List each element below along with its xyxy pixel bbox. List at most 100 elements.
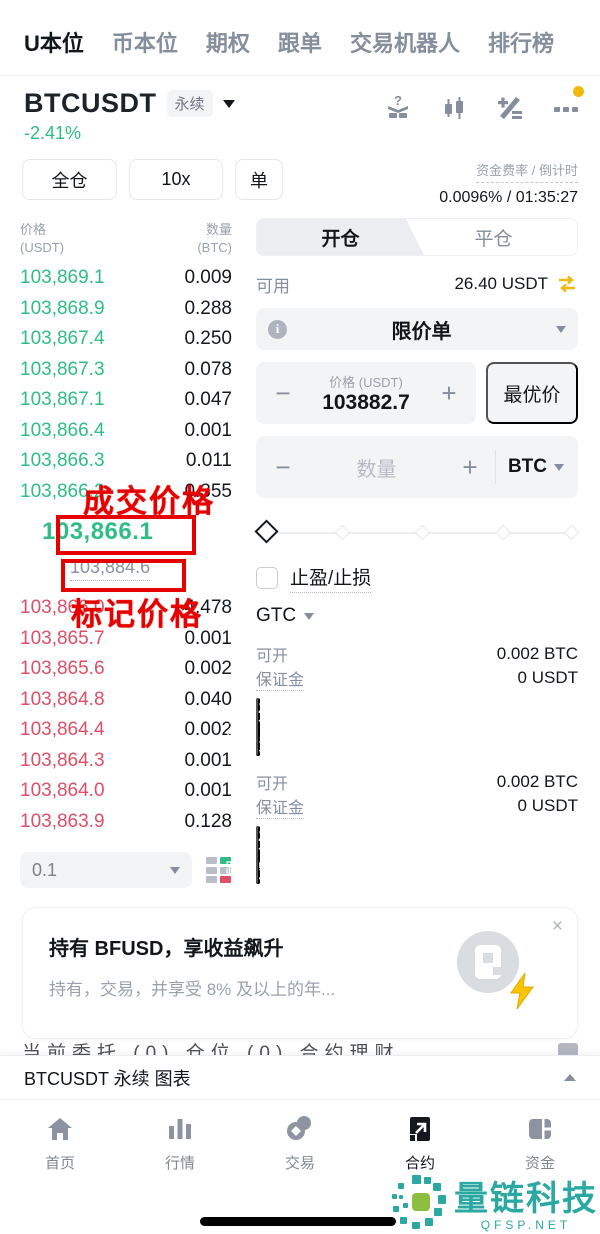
contract-type-badge: 永续: [166, 90, 213, 117]
short-margin-label[interactable]: 保证金: [256, 794, 305, 819]
top-nav: U本位 币本位 期权 跟单 交易机器人 排行榜: [0, 0, 600, 76]
chevron-down-icon: [556, 325, 566, 333]
tpsl-checkbox[interactable]: [256, 567, 278, 589]
ask-row[interactable]: 103,866.3 0.011: [20, 450, 232, 472]
unit-select[interactable]: BTC: [508, 456, 564, 478]
bfusd-banner[interactable]: 持有 BFUSD，享收益飙升 持有，交易，并享受 8% 及以上的年... ×: [22, 907, 578, 1039]
order-panel: 开仓 平仓 可用 26.40 USDT i 限价单 − 价格 (U: [225, 215, 600, 895]
tab-coin-m[interactable]: 币本位: [111, 31, 178, 56]
info-icon[interactable]: i: [268, 319, 287, 339]
tab-options[interactable]: 期权: [205, 31, 250, 56]
ask-row[interactable]: 103,866.2 0.355: [20, 480, 232, 502]
chevron-down-icon: [554, 463, 564, 471]
best-price-button[interactable]: 最优价: [486, 362, 578, 424]
nav-futures[interactable]: 合约: [360, 1114, 480, 1191]
tpsl-label[interactable]: 止盈/止损: [290, 563, 372, 593]
short-margin-value: 0 USDT: [517, 796, 578, 815]
bfusd-logo-icon: [457, 931, 519, 993]
amount-input[interactable]: − 数量 + BTC: [256, 436, 578, 498]
banner-subtitle: 持有，交易，并享受 8% 及以上的年...: [49, 980, 336, 999]
tif-select[interactable]: GTC: [256, 602, 578, 630]
nav-markets[interactable]: 行情: [120, 1114, 240, 1191]
slider-step-25[interactable]: [334, 524, 350, 541]
candlestick-chart-icon[interactable]: [440, 94, 468, 122]
amount-placeholder[interactable]: 数量: [356, 458, 397, 481]
amount-decrease-button[interactable]: −: [275, 452, 291, 482]
order-type-value: 限价单: [391, 320, 452, 343]
orderbook-layout-icon[interactable]: [206, 857, 232, 883]
annotation-box-mark-price: [61, 559, 186, 592]
annotation-box-last-price: [56, 515, 196, 555]
price-increase-button[interactable]: +: [441, 378, 457, 408]
nav-home[interactable]: 首页: [0, 1114, 120, 1191]
available-label: 可用: [256, 276, 290, 296]
leverage-button[interactable]: 10x: [129, 159, 223, 200]
tab-close-position[interactable]: 平仓: [474, 228, 513, 250]
nav-wallet[interactable]: 资金: [480, 1114, 600, 1191]
watermark-logo-icon: [392, 1174, 446, 1229]
bid-row[interactable]: 103,866.0 4.478: [20, 597, 232, 619]
tab-trading-bots[interactable]: 交易机器人: [349, 31, 460, 56]
size-slider[interactable]: [254, 518, 580, 548]
ask-row[interactable]: 103,869.1 0.009: [20, 267, 232, 289]
chevron-up-icon: [564, 1074, 576, 1081]
symbol-dropdown-icon[interactable]: [222, 99, 235, 108]
slider-step-75[interactable]: [495, 524, 511, 541]
open-short-button[interactable]: 开空 看跌: [225, 826, 279, 884]
slider-handle[interactable]: [254, 519, 279, 544]
funding-fee-icon[interactable]: [496, 94, 524, 122]
price-decrease-button[interactable]: −: [275, 378, 291, 408]
ask-row[interactable]: 103,866.4 0.001: [20, 419, 232, 441]
tab-copy-trading[interactable]: 跟单: [277, 31, 322, 56]
nav-trade[interactable]: 交易: [240, 1114, 360, 1191]
close-icon[interactable]: ×: [551, 916, 563, 937]
symbol-title[interactable]: BTCUSDT: [24, 88, 157, 118]
tab-usd-m[interactable]: U本位: [24, 31, 84, 56]
orderbook: 价格 (USDT) 数量 (BTC) 103,869.1 0.009 103,868.…: [0, 215, 240, 895]
wallet-icon: [529, 1119, 551, 1139]
orderbook-price-header: 价格 (USDT): [20, 222, 65, 255]
ask-row[interactable]: 103,868.9 0.288: [20, 297, 232, 319]
slider-step-100[interactable]: [563, 524, 580, 541]
more-icon[interactable]: [552, 86, 584, 122]
bid-row[interactable]: 103,863.9 0.128: [20, 810, 232, 832]
ask-row[interactable]: 103,867.1 0.047: [20, 389, 232, 411]
margin-mode-button[interactable]: 全仓: [22, 159, 117, 200]
tick-size-select[interactable]: 0.1: [20, 852, 192, 888]
amount-increase-button[interactable]: +: [462, 452, 478, 482]
orderbook-amount-header: 数量 (BTC): [197, 222, 232, 255]
home-icon: [48, 1118, 72, 1140]
document-icon: [558, 1043, 578, 1055]
bid-row[interactable]: 103,864.0 0.001: [20, 780, 232, 802]
order-type-select[interactable]: i 限价单: [256, 308, 578, 350]
tab-leaderboard[interactable]: 排行榜: [487, 31, 554, 56]
open-long-button[interactable]: 开多 看涨: [225, 698, 279, 756]
transfer-icon[interactable]: [556, 273, 578, 295]
banner-title: 持有 BFUSD，享收益飙升: [49, 938, 284, 960]
symbol-header: BTCUSDT 永续 -2.41% ?: [0, 76, 600, 155]
bid-row[interactable]: 103,865.6 0.002: [20, 658, 232, 680]
chart-toggle-bar[interactable]: BTCUSDT 永续 图表: [0, 1055, 600, 1099]
ask-row[interactable]: 103,867.4 0.250: [20, 328, 232, 350]
long-margin-label[interactable]: 保证金: [256, 666, 305, 691]
chevron-down-icon: [304, 612, 315, 620]
ask-row[interactable]: 103,867.3 0.078: [20, 358, 232, 380]
bid-row[interactable]: 103,865.7 0.001: [20, 627, 232, 649]
tab-open-position[interactable]: 开仓: [257, 219, 424, 255]
bid-row[interactable]: 103,864.4 0.002: [20, 719, 232, 741]
calculator-icon[interactable]: ?: [384, 94, 412, 122]
slider-step-50[interactable]: [414, 524, 431, 541]
bid-row[interactable]: 103,864.8 0.040: [20, 688, 232, 710]
chart-bar-title: BTCUSDT 永续 图表: [24, 1068, 191, 1089]
home-indicator[interactable]: [200, 1217, 396, 1226]
bid-row[interactable]: 103,864.3 0.001: [20, 749, 232, 771]
long-max-label: 可开: [256, 648, 289, 665]
position-mode-button[interactable]: 单: [235, 159, 283, 200]
last-traded-price[interactable]: 103,866.1: [42, 518, 154, 545]
lightning-icon: [510, 973, 534, 1009]
price-input-value[interactable]: 103882.7: [322, 390, 410, 414]
funding-rate-label[interactable]: 资金费率 / 倒计时: [476, 162, 578, 183]
funding-rate-value: 0.0096% / 01:35:27: [439, 188, 578, 206]
price-input[interactable]: − 价格 (USDT) 103882.7 +: [256, 362, 476, 424]
